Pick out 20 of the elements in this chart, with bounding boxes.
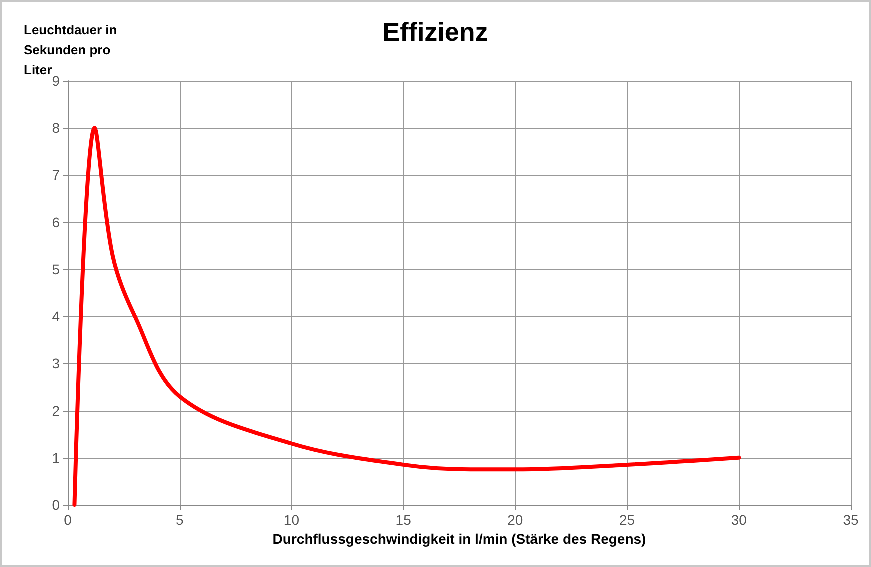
y-tick-label: 7 (52, 167, 60, 184)
x-tick-label: 30 (731, 512, 748, 528)
x-tick-label: 35 (843, 512, 859, 528)
x-tick-label: 20 (508, 512, 524, 528)
line-series (72, 126, 742, 507)
chart-title: Effizienz (382, 17, 488, 47)
y-tick-label: 6 (52, 214, 60, 230)
x-tick-label: 25 (619, 512, 636, 528)
y-tick-label: 5 (52, 261, 60, 278)
x-tick-label: 0 (64, 512, 72, 528)
y-tick-label: 4 (52, 308, 60, 325)
y-tick-label: 2 (52, 402, 60, 419)
x-axis-title: Durchflussgeschwindigkeit in l/min (Stärke des Regens) (272, 530, 646, 547)
x-tick-label: 5 (176, 512, 184, 528)
x-tick-label: 10 (284, 512, 300, 528)
y-tick-label: 0 (52, 497, 60, 513)
y-tick-label: 3 (52, 356, 60, 372)
y-tick-label: 8 (52, 120, 60, 136)
x-tick-label: 15 (396, 512, 412, 528)
y-tick-label: 1 (52, 450, 60, 466)
